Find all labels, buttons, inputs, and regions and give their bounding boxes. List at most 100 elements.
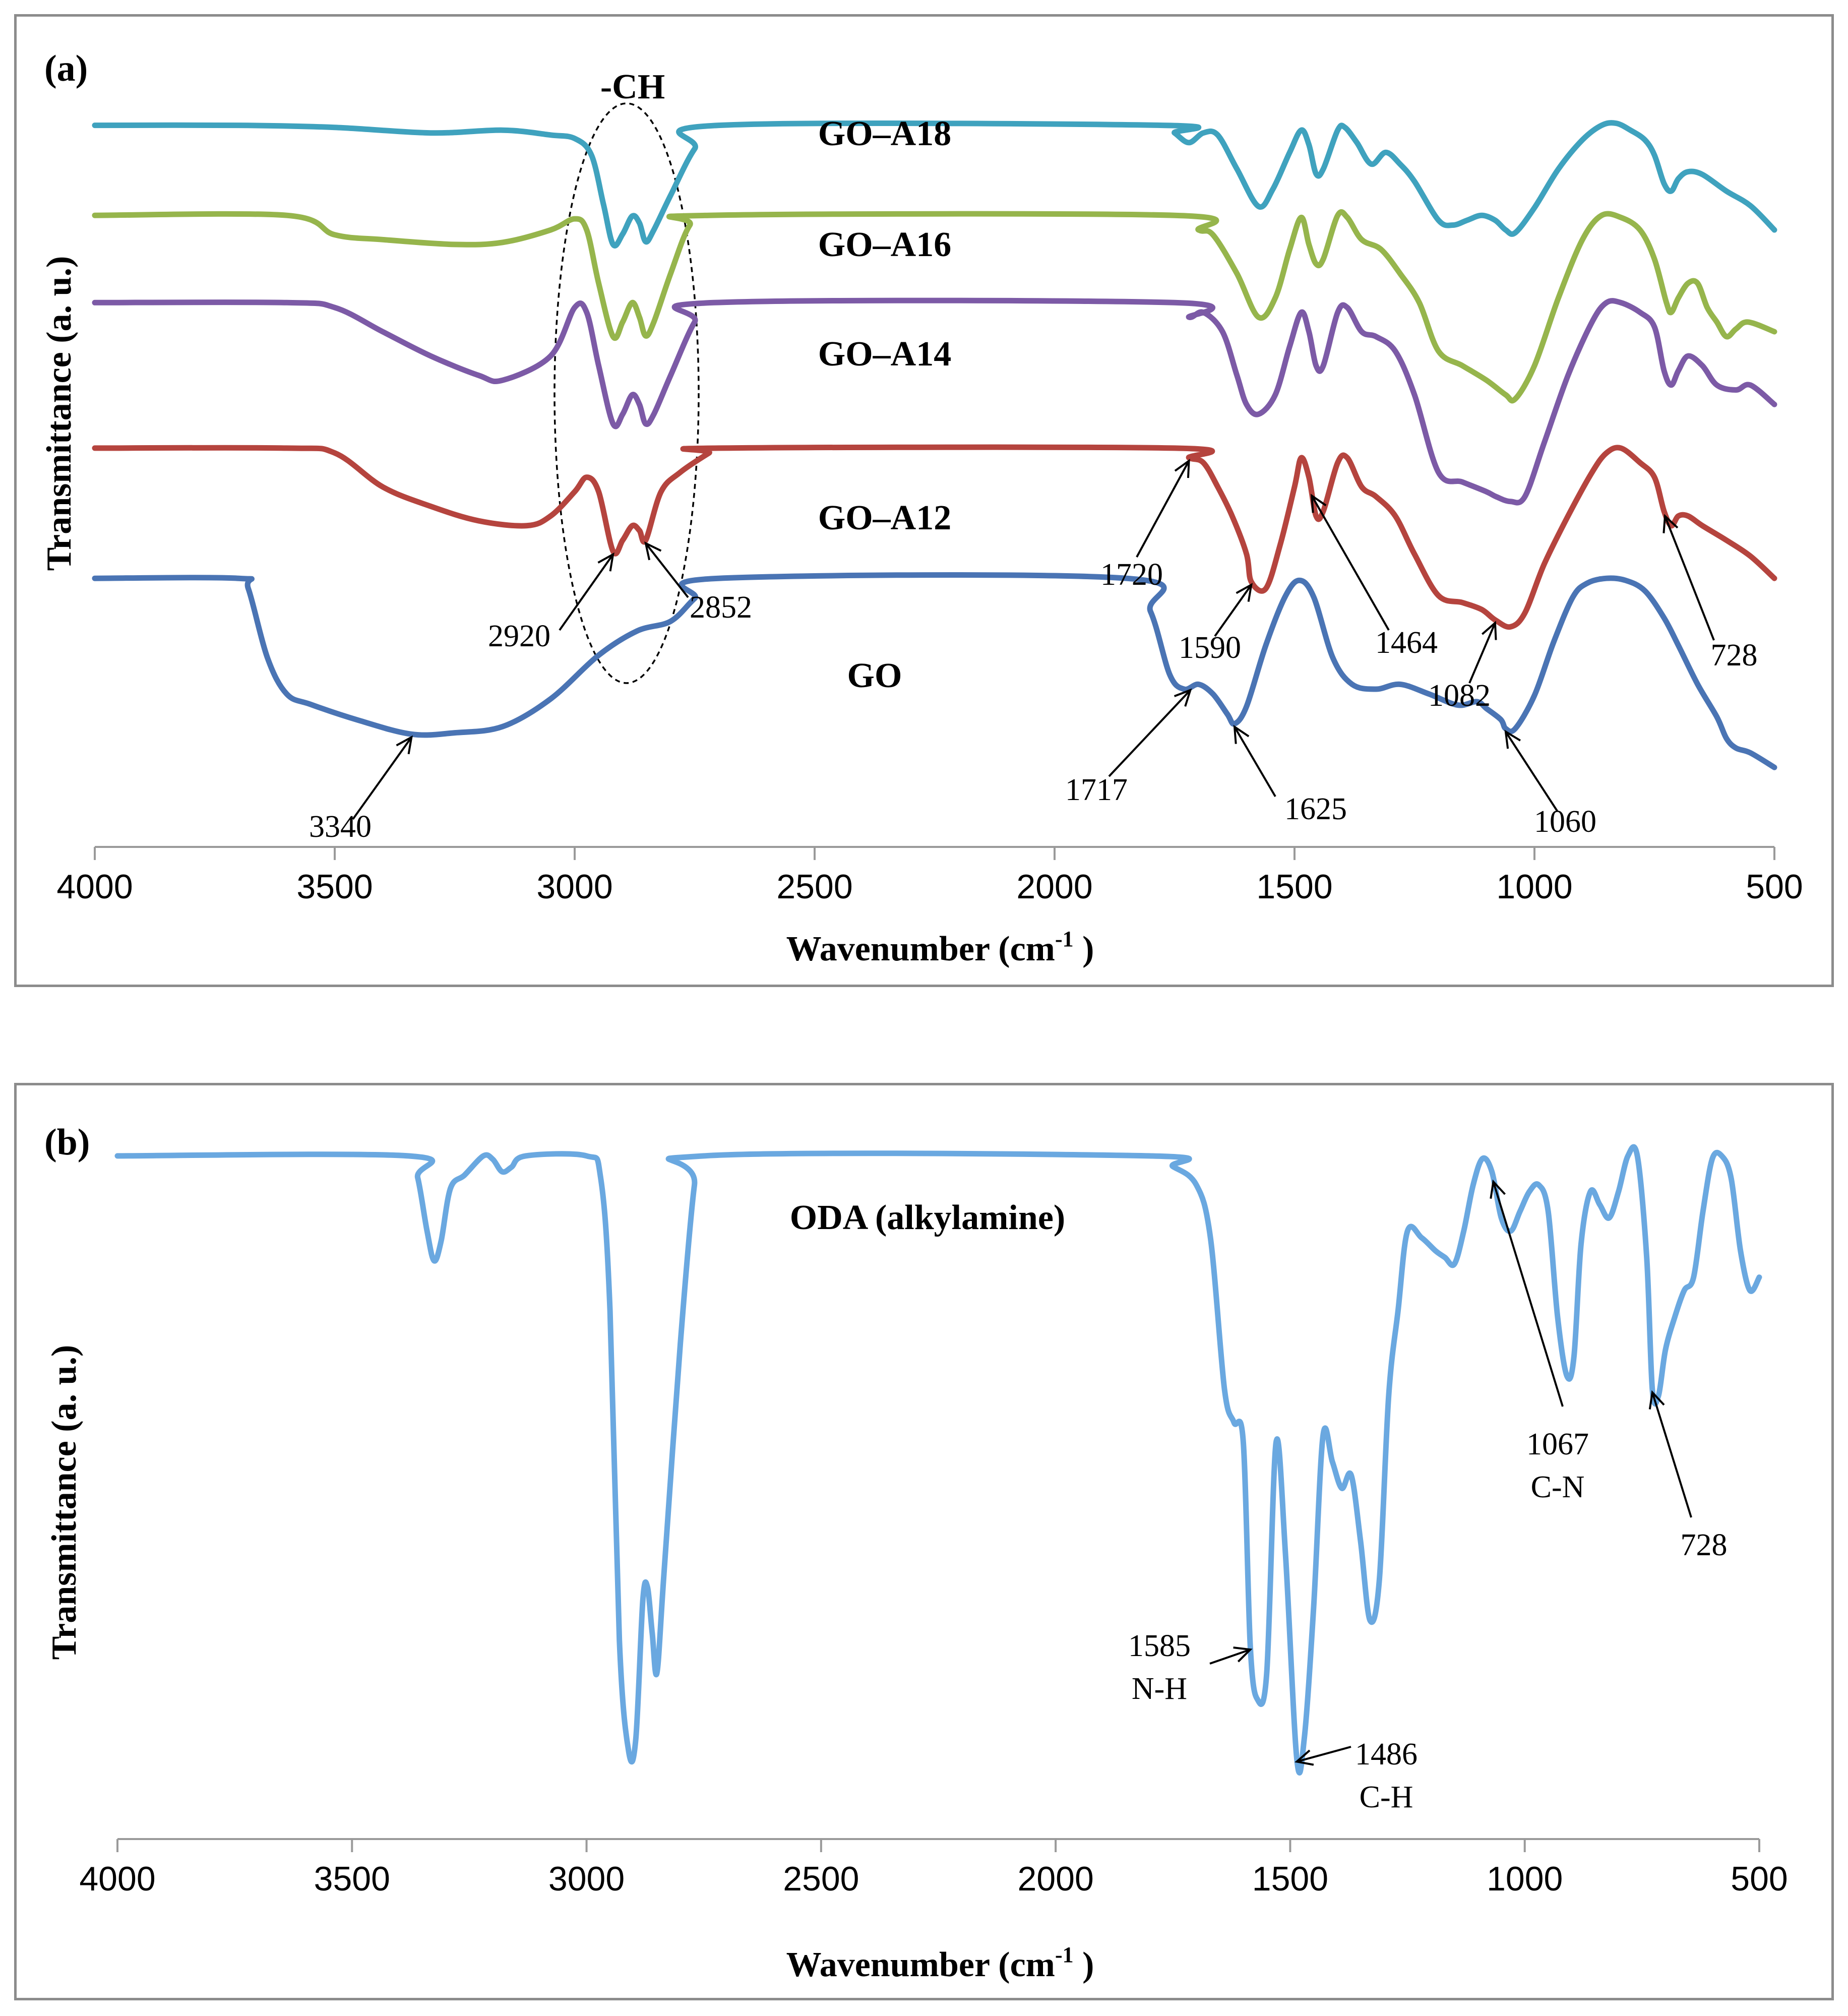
annotation-label-b-728: 728 bbox=[1681, 1528, 1728, 1562]
x-tick-label-0-2500: 2500 bbox=[776, 868, 852, 906]
x-tick-label-1-1000: 1000 bbox=[1487, 1860, 1563, 1898]
x-axis-title-a-close: ) bbox=[1074, 930, 1094, 968]
annotation-a-3340: 3340 bbox=[309, 735, 413, 844]
annotation-a-1464: 1464 bbox=[1310, 494, 1438, 660]
annotation-label2-b-1067: C-N bbox=[1531, 1470, 1585, 1504]
annotation-arrow-2852-head bbox=[644, 541, 662, 561]
annotation-a-1717: 1717 bbox=[1065, 688, 1192, 807]
x-tick-label-0-2000: 2000 bbox=[1016, 868, 1092, 906]
annotation-label-1717: 1717 bbox=[1065, 773, 1128, 807]
annotation-arrow-b-1486-head bbox=[1295, 1749, 1314, 1766]
annotation-arrow-b-728-shaft bbox=[1651, 1392, 1692, 1518]
annotation-arrow-1625-head bbox=[1233, 724, 1250, 744]
annotation-arrow-b-728-head bbox=[1648, 1390, 1665, 1410]
annotation-label-2852: 2852 bbox=[690, 590, 752, 625]
annotation-arrow-1720-head bbox=[1174, 459, 1190, 478]
annotation-arrow-2852-shaft bbox=[645, 542, 689, 598]
chart-b: (b) Transmittance (a. u.) Wavenumber (cm… bbox=[44, 1122, 1788, 1984]
annotation-arrow-b-1067-head bbox=[1490, 1179, 1506, 1199]
annotation-arrow-b-1067-shaft bbox=[1492, 1181, 1564, 1407]
x-tick-label-1-3500: 3500 bbox=[314, 1860, 390, 1898]
x-tick-label-0-500: 500 bbox=[1746, 868, 1803, 906]
annotation-arrow-1082-shaft bbox=[1468, 622, 1496, 684]
annotation-label-1720: 1720 bbox=[1100, 558, 1163, 592]
annotation-a-2920: 2920 bbox=[488, 552, 614, 653]
x-axis-title-b-sup: -1 bbox=[1055, 1942, 1074, 1967]
annotation-a-1720: 1720 bbox=[1100, 459, 1190, 592]
series-label-oda: ODA (alkylamine) bbox=[790, 1198, 1065, 1237]
annotation-label-b-1486: 1486 bbox=[1355, 1737, 1418, 1771]
annotation-a-1082: 1082 bbox=[1428, 621, 1497, 713]
ch-region-ellipse bbox=[553, 102, 700, 684]
annotation-label-1590: 1590 bbox=[1179, 631, 1241, 665]
series-label-go: GO bbox=[847, 656, 902, 695]
annotation-arrow-728-shaft bbox=[1664, 516, 1715, 641]
annotation-b-1067: 1067 C-N bbox=[1490, 1179, 1589, 1504]
annotation-arrow-1464-shaft bbox=[1311, 495, 1390, 631]
series-line-go bbox=[92, 572, 1777, 770]
y-axis-title-a: Transmittance (a. u.) bbox=[40, 256, 79, 571]
series-line-go-a18 bbox=[92, 120, 1777, 249]
annotation-arrow-3340-shaft bbox=[352, 737, 412, 820]
annotation-arrow-1082-head bbox=[1482, 621, 1497, 640]
annotation-a-1625: 1625 bbox=[1233, 724, 1347, 826]
series-label-go-a12: GO–A12 bbox=[818, 499, 951, 537]
x-tick-label-0-3500: 3500 bbox=[296, 868, 373, 906]
series-label-go-a16: GO–A16 bbox=[818, 225, 951, 264]
annotation-arrow-1060-head bbox=[1504, 729, 1521, 749]
annotation-arrow-b-1486-shaft bbox=[1296, 1746, 1351, 1763]
annotation-label-1082: 1082 bbox=[1428, 679, 1491, 713]
series-line-oda-alkylamine bbox=[114, 1144, 1762, 1776]
x-tick-label-1-1500: 1500 bbox=[1252, 1860, 1328, 1898]
annotation-a-1060: 1060 bbox=[1504, 729, 1596, 839]
annotation-arrow-b-1585-head bbox=[1233, 1646, 1253, 1663]
annotation-arrow-3340-head bbox=[396, 735, 413, 755]
panel-b bbox=[14, 1083, 1834, 2000]
annotation-arrow-1717-head bbox=[1174, 688, 1192, 707]
y-axis-title-b: Transmittance (a. u.) bbox=[45, 1345, 84, 1660]
annotation-arrow-1464-head bbox=[1310, 494, 1327, 513]
x-axis-title-a-sup: -1 bbox=[1055, 927, 1074, 951]
annotation-arrow-1590-head bbox=[1236, 583, 1253, 602]
x-tick-label-1-2000: 2000 bbox=[1018, 1860, 1094, 1898]
annotation-a-728: 728 bbox=[1662, 514, 1758, 673]
x-tick-label-0-1500: 1500 bbox=[1256, 868, 1332, 906]
series-line-go-a16 bbox=[92, 209, 1777, 404]
annotation-arrow-1060-shaft bbox=[1505, 731, 1559, 813]
annotation-label-728: 728 bbox=[1711, 638, 1758, 673]
annotation-a-1590: 1590 bbox=[1179, 583, 1253, 665]
chart-a: (a) -CH Transmittance (a. u.) Wavenumber… bbox=[40, 48, 1803, 968]
series-label-go-a14: GO–A14 bbox=[818, 335, 951, 374]
annotation-arrow-1625-shaft bbox=[1234, 726, 1276, 798]
annotation-b-1486: 1486 C-H bbox=[1295, 1737, 1418, 1814]
x-tick-label-0-1000: 1000 bbox=[1496, 868, 1572, 906]
series-label-go-a18: GO–A18 bbox=[818, 114, 951, 153]
annotation-arrow-2920-head bbox=[597, 552, 614, 572]
x-tick-label-1-500: 500 bbox=[1731, 1860, 1788, 1898]
series-line-go-a12 bbox=[92, 444, 1777, 630]
panel-a-label: (a) bbox=[44, 48, 88, 89]
annotation-label2-b-1585: N-H bbox=[1132, 1672, 1187, 1706]
annotation-label-1060: 1060 bbox=[1534, 805, 1596, 839]
x-tick-label-0-4000: 4000 bbox=[56, 868, 133, 906]
x-axis-title-a: Wavenumber (cm-1 ) bbox=[786, 927, 1094, 968]
annotation-label-3340: 3340 bbox=[309, 810, 372, 844]
x-tick-label-0-3000: 3000 bbox=[536, 868, 612, 906]
annotation-label-1464: 1464 bbox=[1375, 626, 1438, 660]
panel-a bbox=[14, 14, 1834, 987]
x-tick-label-1-4000: 4000 bbox=[79, 1860, 155, 1898]
x-tick-label-1-2500: 2500 bbox=[783, 1860, 859, 1898]
annotation-arrow-2920-shaft bbox=[559, 554, 614, 631]
annotation-arrow-728-head bbox=[1662, 514, 1679, 533]
annotation-arrow-1590-shaft bbox=[1214, 584, 1252, 637]
panel-b-label: (b) bbox=[44, 1122, 90, 1163]
annotation-arrow-1717-shaft bbox=[1108, 689, 1191, 777]
annotation-label-1625: 1625 bbox=[1284, 792, 1347, 826]
x-axis-title-b-close: ) bbox=[1074, 1945, 1094, 1984]
x-axis-title-a-main: Wavenumber (cm bbox=[786, 930, 1055, 968]
x-axis-title-b: Wavenumber (cm-1 ) bbox=[786, 1942, 1094, 1984]
annotation-arrow-b-1585-shaft bbox=[1209, 1648, 1251, 1665]
annotation-b-728: 728 bbox=[1648, 1390, 1728, 1562]
annotation-label2-b-1486: C-H bbox=[1360, 1780, 1413, 1814]
